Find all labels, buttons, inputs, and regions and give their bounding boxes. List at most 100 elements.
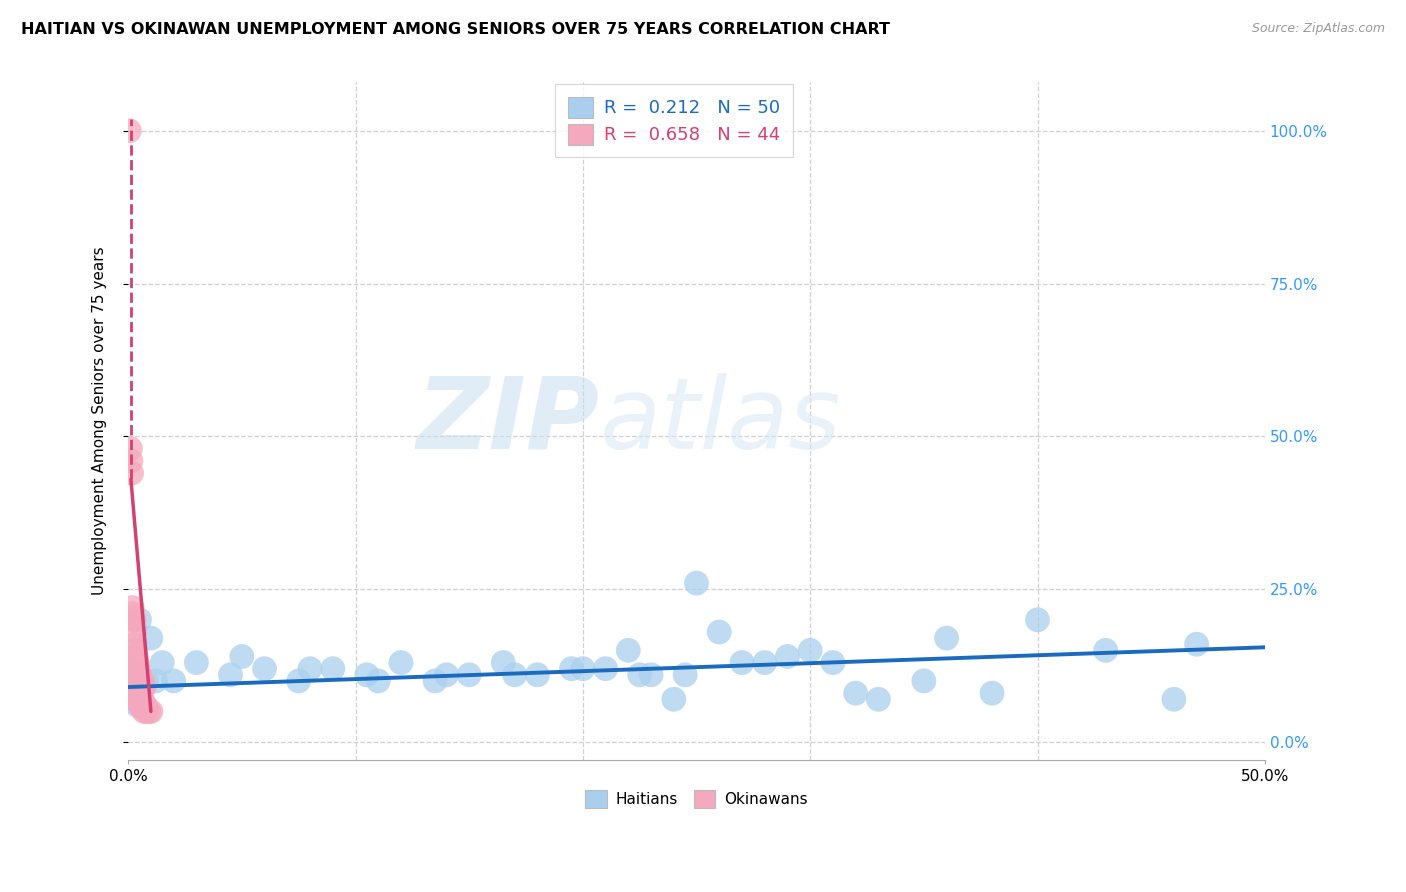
- Point: [389, 656, 412, 670]
- Point: [131, 698, 153, 713]
- Point: [731, 656, 754, 670]
- Point: [121, 607, 143, 621]
- Point: [186, 656, 208, 670]
- Point: [423, 673, 446, 688]
- Point: [121, 600, 143, 615]
- Point: [122, 613, 145, 627]
- Point: [132, 705, 155, 719]
- Point: [709, 625, 731, 640]
- Point: [526, 668, 548, 682]
- Point: [1026, 613, 1049, 627]
- Point: [131, 692, 153, 706]
- Point: [127, 698, 149, 713]
- Point: [981, 686, 1004, 700]
- Point: [367, 673, 389, 688]
- Point: [138, 705, 160, 719]
- Point: [492, 656, 515, 670]
- Point: [150, 656, 173, 670]
- Point: [845, 686, 868, 700]
- Point: [124, 637, 146, 651]
- Point: [131, 673, 153, 688]
- Point: [131, 673, 153, 688]
- Point: [124, 686, 146, 700]
- Point: [219, 668, 242, 682]
- Point: [127, 662, 149, 676]
- Point: [162, 673, 184, 688]
- Point: [935, 631, 957, 645]
- Point: [125, 649, 148, 664]
- Point: [118, 124, 141, 138]
- Legend: Haitians, Okinawans: Haitians, Okinawans: [579, 784, 814, 814]
- Point: [131, 692, 153, 706]
- Point: [118, 680, 141, 694]
- Point: [135, 673, 157, 688]
- Point: [436, 668, 458, 682]
- Point: [868, 692, 890, 706]
- Point: [132, 698, 155, 713]
- Point: [662, 692, 685, 706]
- Point: [912, 673, 935, 688]
- Point: [127, 662, 149, 676]
- Point: [128, 698, 150, 713]
- Point: [503, 668, 526, 682]
- Point: [253, 662, 276, 676]
- Point: [121, 466, 143, 480]
- Point: [125, 656, 148, 670]
- Point: [120, 686, 142, 700]
- Point: [129, 668, 152, 682]
- Text: ZIP: ZIP: [418, 373, 600, 470]
- Point: [127, 656, 149, 670]
- Point: [120, 442, 142, 456]
- Point: [128, 668, 150, 682]
- Point: [776, 649, 799, 664]
- Point: [128, 613, 150, 627]
- Point: [287, 673, 309, 688]
- Point: [1185, 637, 1208, 651]
- Text: HAITIAN VS OKINAWAN UNEMPLOYMENT AMONG SENIORS OVER 75 YEARS CORRELATION CHART: HAITIAN VS OKINAWAN UNEMPLOYMENT AMONG S…: [21, 22, 890, 37]
- Point: [356, 668, 378, 682]
- Text: atlas: atlas: [600, 373, 842, 470]
- Point: [125, 686, 148, 700]
- Point: [617, 643, 640, 657]
- Point: [121, 686, 143, 700]
- Point: [754, 656, 776, 670]
- Point: [821, 656, 844, 670]
- Point: [122, 613, 145, 627]
- Point: [122, 686, 145, 700]
- Point: [129, 673, 152, 688]
- Point: [572, 662, 595, 676]
- Point: [231, 649, 253, 664]
- Point: [128, 668, 150, 682]
- Point: [673, 668, 696, 682]
- Point: [139, 631, 162, 645]
- Point: [127, 692, 149, 706]
- Point: [124, 686, 146, 700]
- Point: [139, 705, 162, 719]
- Point: [124, 643, 146, 657]
- Point: [121, 680, 143, 694]
- Point: [685, 576, 707, 591]
- Point: [1094, 643, 1116, 657]
- Point: [132, 680, 155, 694]
- Point: [120, 454, 142, 468]
- Point: [640, 668, 662, 682]
- Point: [134, 698, 156, 713]
- Point: [121, 662, 143, 676]
- Point: [132, 680, 155, 694]
- Point: [129, 692, 152, 706]
- Point: [458, 668, 481, 682]
- Point: [299, 662, 322, 676]
- Point: [799, 643, 821, 657]
- Y-axis label: Unemployment Among Seniors over 75 years: Unemployment Among Seniors over 75 years: [93, 247, 107, 596]
- Point: [322, 662, 344, 676]
- Point: [595, 662, 617, 676]
- Point: [628, 668, 651, 682]
- Point: [1163, 692, 1185, 706]
- Text: Source: ZipAtlas.com: Source: ZipAtlas.com: [1251, 22, 1385, 36]
- Point: [145, 673, 167, 688]
- Point: [135, 705, 157, 719]
- Point: [124, 692, 146, 706]
- Point: [127, 692, 149, 706]
- Point: [560, 662, 582, 676]
- Point: [124, 625, 146, 640]
